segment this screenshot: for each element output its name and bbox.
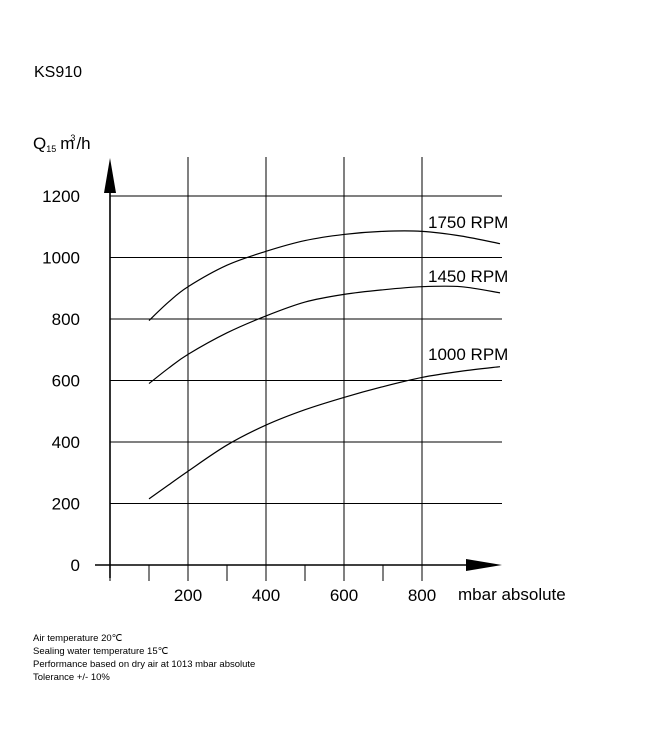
y-tick-label-0: 0 (71, 556, 80, 575)
x-axis-label: mbar absolute (458, 585, 566, 604)
grid (110, 157, 502, 565)
series-line-1750-rpm (148, 230, 501, 321)
x-tick-label-600: 600 (330, 586, 358, 605)
axes (95, 158, 502, 581)
x-tick-label-200: 200 (174, 586, 202, 605)
series-lines (148, 230, 501, 500)
footnote-sealing-water: Sealing water temperature 15℃ (33, 646, 169, 657)
y-axis-arrow (104, 158, 116, 193)
footnotes: Air temperature 20℃ Sealing water temper… (33, 632, 255, 684)
x-axis-arrow (466, 559, 502, 571)
y-tick-label-600: 600 (52, 372, 80, 391)
footnote-performance: Performance based on dry air at 1013 mba… (33, 659, 256, 670)
x-tick-label-400: 400 (252, 586, 280, 605)
y-tick-label-400: 400 (52, 433, 80, 452)
labels: 0 200 400 600 800 1000 1200 200 400 600 800 mbar ab… (33, 133, 566, 605)
page-title: KS910 (34, 64, 83, 81)
series-line-1000-rpm (148, 366, 501, 500)
y-axis-label: Q15 m3/h (33, 133, 91, 154)
y-tick-label-1000: 1000 (42, 249, 80, 268)
series-label-1750-rpm: 1750 RPM (428, 213, 508, 232)
series-line-1450-rpm (148, 285, 501, 385)
y-tick-label-200: 200 (52, 495, 80, 514)
series-label-1000-rpm: 1000 RPM (428, 345, 508, 364)
x-tick-label-800: 800 (408, 586, 436, 605)
footnote-air-temperature: Air temperature 20℃ (33, 633, 123, 644)
y-tick-label-1200: 1200 (42, 187, 80, 206)
series-label-1450-rpm: 1450 RPM (428, 267, 508, 286)
footnote-tolerance: Tolerance +/- 10% (33, 672, 110, 683)
y-tick-label-800: 800 (52, 310, 80, 329)
